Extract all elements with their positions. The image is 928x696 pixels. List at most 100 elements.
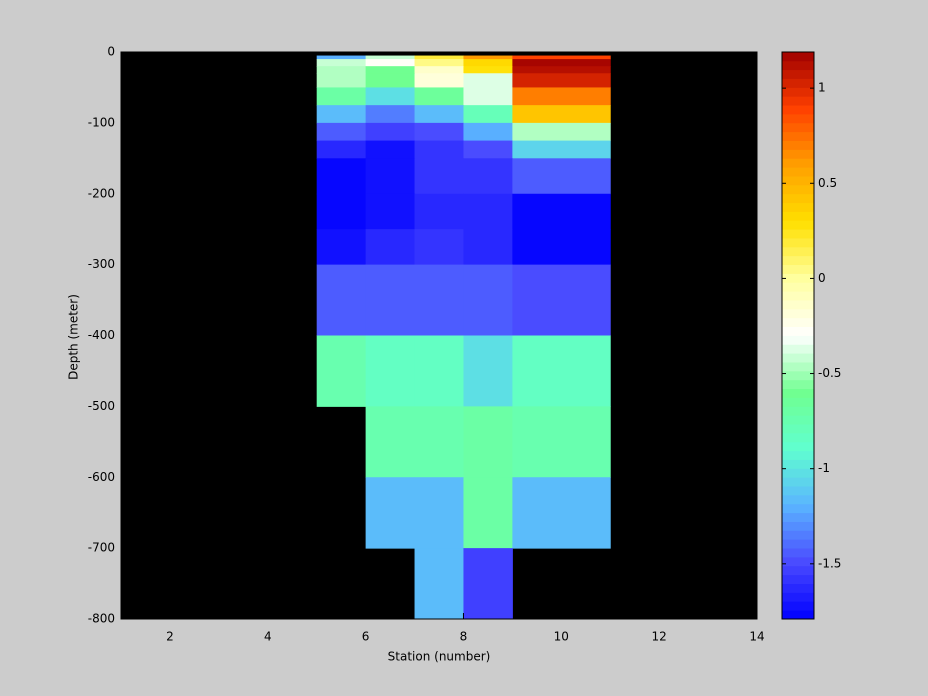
colorbar-level: [782, 158, 814, 168]
colorbar-level: [782, 530, 814, 540]
heatmap-cell: [365, 477, 416, 549]
heatmap-cell: [365, 335, 416, 407]
colorbar-tick-label: 0: [818, 271, 826, 285]
x-tick-label: 2: [166, 630, 174, 644]
colorbar-level: [782, 69, 814, 79]
heatmap-cell: [463, 548, 513, 620]
colorbar-level: [782, 238, 814, 248]
colorbar-level: [782, 96, 814, 106]
heatmap-cell: [365, 122, 416, 142]
colorbar-level: [782, 140, 814, 150]
y-tick-label: -300: [88, 257, 115, 271]
colorbar-level: [782, 114, 814, 124]
colorbar-level: [782, 441, 814, 452]
heatmap-cell: [365, 55, 416, 60]
plot-frame: [120, 51, 758, 620]
heatmap-cell: [414, 105, 464, 124]
heatmap-cell: [414, 122, 464, 142]
heatmap-cell: [512, 158, 611, 195]
heatmap-cell: [316, 158, 367, 195]
heatmap-cell: [463, 477, 513, 549]
heatmap-cell: [316, 73, 367, 88]
colorbar-level: [782, 282, 814, 292]
heatmap-cell: [512, 140, 611, 159]
colorbar-level: [782, 78, 814, 88]
colorbar-level: [782, 255, 814, 266]
heatmap-cell: [365, 158, 416, 195]
heatmap-cell: [463, 229, 513, 266]
colorbar-level: [782, 184, 814, 195]
heatmap-cell: [316, 122, 367, 142]
heatmap-cell: [316, 59, 367, 67]
x-tick-label: 4: [264, 630, 272, 644]
heatmap-cell: [365, 59, 416, 67]
colorbar-level: [782, 344, 814, 354]
x-axis-label: Station (number): [388, 650, 491, 664]
colorbar-level: [782, 167, 814, 177]
heatmap-cell: [365, 229, 416, 266]
colorbar-level: [782, 592, 814, 602]
colorbar-level: [782, 193, 814, 204]
colorbar-level: [782, 610, 814, 620]
x-tick-label: 10: [554, 630, 569, 644]
heatmap-cell: [463, 55, 513, 60]
y-tick-label: 0: [107, 45, 115, 59]
colorbar-level: [782, 149, 814, 159]
heatmap-cell: [365, 105, 416, 124]
heatmap-cell: [365, 87, 416, 106]
y-tick-label: -500: [88, 399, 115, 413]
colorbar-level: [782, 335, 814, 345]
colorbar-level: [782, 548, 814, 558]
heatmap-cell: [512, 59, 611, 67]
heatmap-cell: [316, 55, 367, 60]
colorbar-level: [782, 494, 814, 505]
heatmap-cell: [512, 406, 611, 478]
y-tick-label: -700: [88, 541, 115, 555]
y-tick-label: -100: [88, 115, 115, 129]
colorbar-tick-label: 1: [818, 81, 826, 95]
colorbar-level: [782, 450, 814, 460]
heatmap-cell: [463, 66, 513, 74]
heatmap-cell: [512, 122, 611, 142]
colorbar-tick-label: -1.5: [818, 556, 841, 570]
heatmap-cell: [414, 55, 464, 60]
colorbar-level: [782, 264, 814, 274]
heatmap-cell: [414, 264, 464, 336]
colorbar-level: [782, 503, 814, 514]
y-axis-label: Depth (meter): [67, 294, 81, 380]
heatmap-cell: [316, 229, 367, 266]
heatmap-cell: [463, 59, 513, 67]
heatmap-cell: [414, 158, 464, 195]
colorbar-level: [782, 370, 814, 381]
y-tick-label: -600: [88, 470, 115, 484]
heatmap-cell: [512, 264, 611, 336]
heatmap-cell: [463, 193, 513, 230]
colorbar-level: [782, 326, 814, 336]
colorbar-level: [782, 388, 814, 398]
colorbar-level: [782, 273, 814, 283]
colorbar-level: [782, 459, 814, 469]
colorbar-level: [782, 424, 814, 434]
colorbar-level: [782, 202, 814, 212]
heatmap-cell: [512, 105, 611, 124]
x-tick-label: 14: [749, 630, 764, 644]
heatmap-cell: [463, 105, 513, 124]
heatmap-cell: [365, 66, 416, 74]
colorbar-level: [782, 131, 814, 141]
colorbar-level: [782, 565, 814, 576]
heatmap-cell: [414, 193, 464, 230]
colorbar-level: [782, 308, 814, 319]
colorbar-level: [782, 211, 814, 221]
heatmap-cell: [316, 264, 367, 336]
colorbar-level: [782, 486, 814, 496]
heatmap-cell: [414, 87, 464, 106]
heatmap-cell: [463, 140, 513, 159]
colorbar-frame: [781, 51, 815, 620]
y-tick-label: -400: [88, 328, 115, 342]
colorbar-level: [782, 406, 814, 416]
colorbar-level: [782, 317, 814, 328]
heatmap-cell: [512, 66, 611, 74]
colorbar-level: [782, 60, 814, 71]
heatmap-cell: [463, 406, 513, 478]
